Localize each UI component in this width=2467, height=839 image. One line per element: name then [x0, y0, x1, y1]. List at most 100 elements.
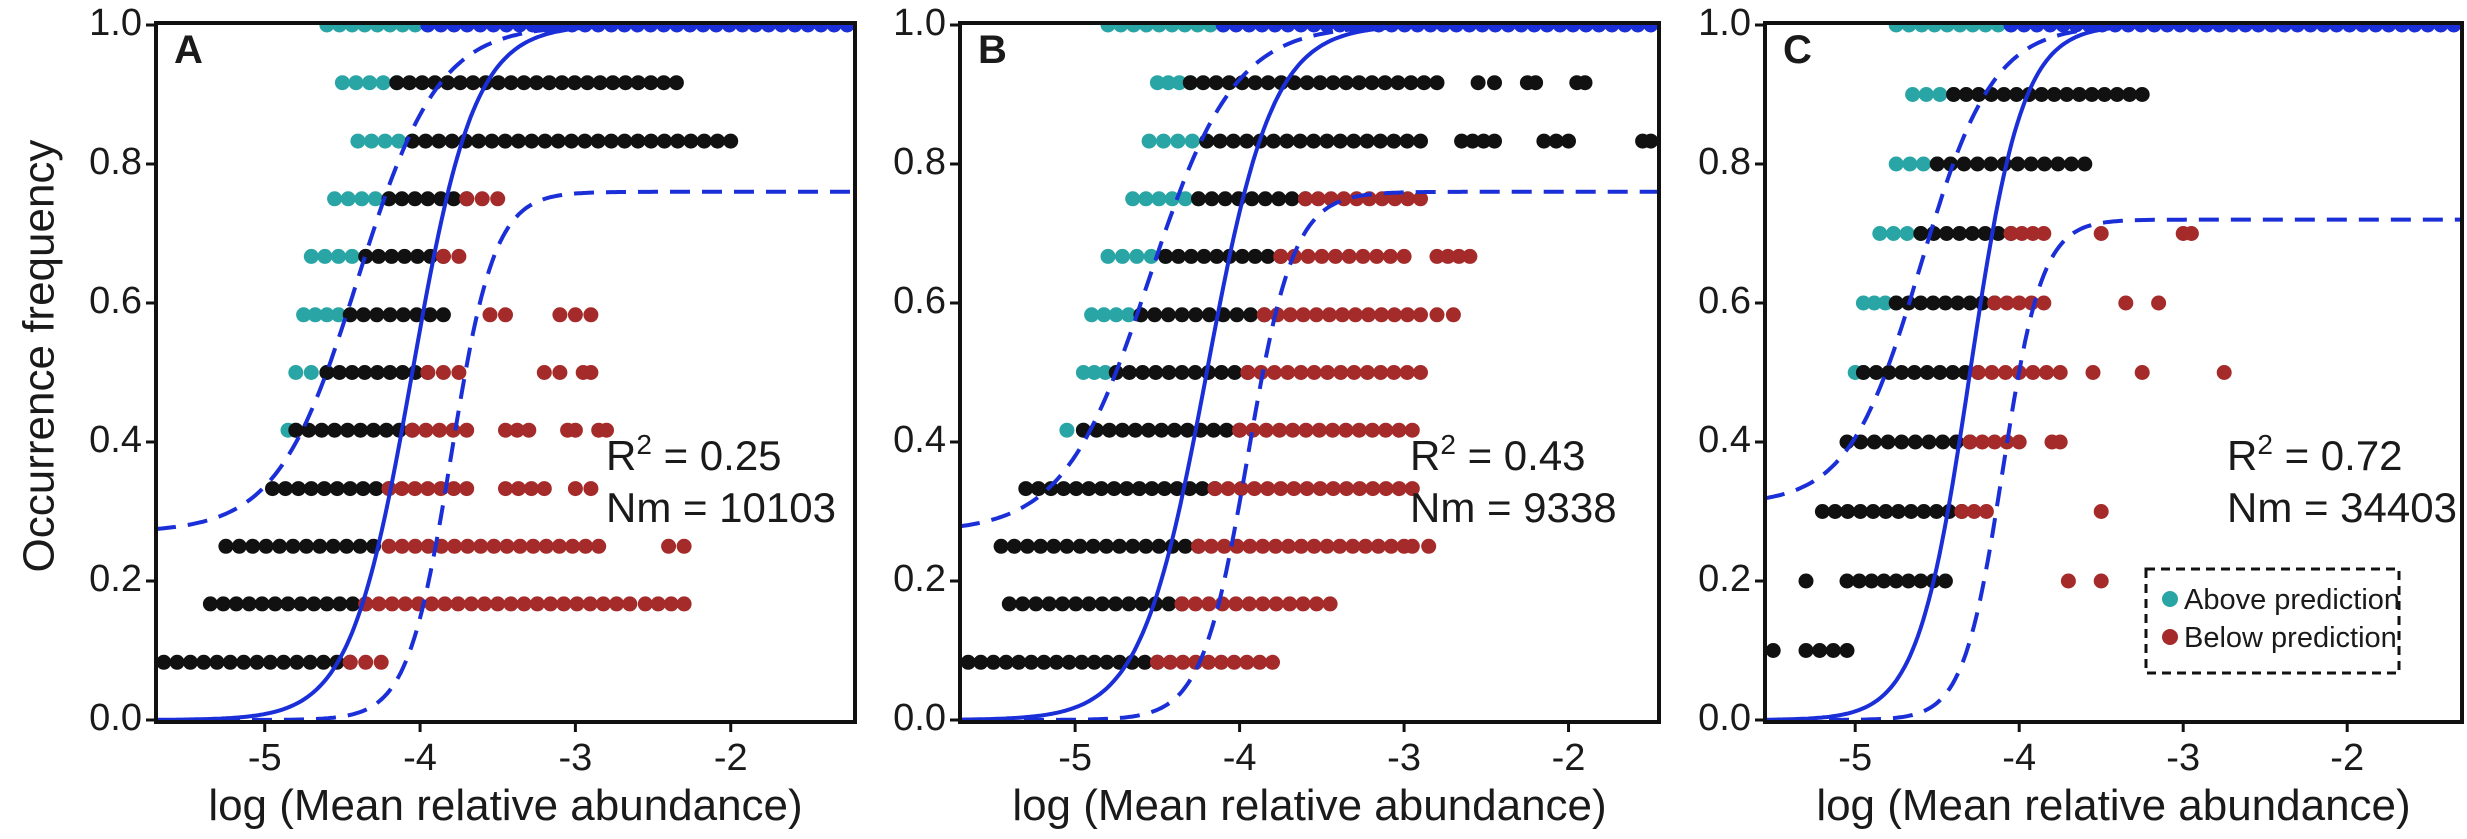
- data-point: [1421, 538, 1437, 554]
- data-point: [314, 422, 330, 438]
- data-point: [2011, 434, 2027, 450]
- data-point: [1234, 248, 1250, 264]
- data-point: [327, 422, 343, 438]
- data-point: [1386, 133, 1402, 149]
- data-point: [1121, 365, 1137, 380]
- data-point: [254, 596, 270, 612]
- data-point: [298, 538, 314, 554]
- data-point: [2060, 573, 2076, 589]
- data-point: [473, 538, 489, 554]
- data-point: [1812, 643, 1828, 658]
- data-point: [1293, 365, 1309, 380]
- point-row-a-6: [288, 365, 599, 380]
- data-point: [1929, 156, 1945, 172]
- data-point: [1147, 307, 1163, 323]
- data-point: [2034, 87, 2050, 102]
- data-point: [1351, 422, 1367, 438]
- data-point: [2029, 23, 2045, 33]
- data-point: [1100, 248, 1116, 264]
- data-point: [1386, 365, 1402, 380]
- data-point: [196, 654, 212, 670]
- x-tick-label: -2: [1552, 737, 1586, 779]
- x-axis-title-a: log (Mean relative abundance): [208, 781, 802, 830]
- data-point: [1952, 23, 1968, 33]
- data-point: [2118, 295, 2134, 311]
- data-point: [1068, 596, 1084, 612]
- data-point: [2134, 87, 2150, 102]
- legend: Above prediction Below prediction: [2144, 567, 2401, 675]
- data-point: [485, 23, 501, 33]
- y-tick-label: 0.6: [893, 280, 946, 322]
- data-point: [1391, 422, 1407, 438]
- data-point: [1028, 596, 1044, 612]
- data-point: [960, 654, 976, 670]
- data-point: [2050, 156, 2066, 172]
- data-point: [1852, 504, 1868, 519]
- point-row-c-1: [1905, 87, 2150, 102]
- data-point: [1932, 87, 1948, 102]
- data-point: [498, 481, 513, 497]
- data-point: [1966, 504, 1982, 519]
- data-point: [552, 307, 568, 323]
- data-point: [1154, 422, 1169, 438]
- data-point: [303, 248, 319, 264]
- data-point: [382, 307, 398, 323]
- data-point: [407, 538, 423, 554]
- point-row-b-3: [1125, 191, 1428, 207]
- data-point: [332, 365, 347, 380]
- plot-frame-a: [154, 21, 857, 724]
- data-point: [1046, 538, 1062, 554]
- data-point: [1939, 226, 1955, 241]
- data-point: [512, 538, 528, 554]
- data-point: [524, 133, 540, 149]
- data-point: [1036, 654, 1052, 670]
- point-row-a-1: [334, 75, 684, 91]
- data-point: [348, 75, 364, 91]
- data-point: [1333, 365, 1349, 380]
- x-axis-title-b: log (Mean relative abundance): [1012, 781, 1606, 830]
- data-point: [993, 538, 1009, 554]
- data-point: [375, 75, 391, 91]
- data-point: [1905, 87, 1921, 102]
- data-point: [1299, 75, 1315, 91]
- x-tick-label: -4: [2002, 737, 2036, 779]
- data-point: [1108, 596, 1124, 612]
- data-point: [1413, 133, 1428, 149]
- data-point: [1890, 504, 1906, 519]
- data-point: [2023, 156, 2039, 172]
- data-point: [2077, 156, 2093, 172]
- data-point: [420, 538, 436, 554]
- data-point: [1177, 191, 1193, 207]
- data-point: [1056, 481, 1072, 497]
- data-point: [215, 596, 231, 612]
- data-point: [340, 191, 356, 207]
- data-point: [384, 248, 400, 264]
- data-point: [1429, 248, 1445, 264]
- data-point: [590, 133, 606, 149]
- data-point: [1298, 422, 1314, 438]
- data-point: [1183, 248, 1199, 264]
- data-point: [1827, 504, 1843, 519]
- data-point: [1880, 434, 1896, 450]
- data-point: [1925, 295, 1941, 311]
- data-point: [1338, 75, 1354, 91]
- data-point: [618, 75, 633, 91]
- data-point: [1404, 481, 1420, 497]
- data-point: [1332, 133, 1348, 149]
- data-point: [1346, 365, 1362, 380]
- x-axis-title-c: log (Mean relative abundance): [1816, 781, 2410, 830]
- data-point: [1171, 75, 1187, 91]
- data-point: [391, 133, 407, 149]
- data-point: [2071, 87, 2087, 102]
- data-point: [1184, 133, 1200, 149]
- data-point: [1319, 538, 1335, 554]
- x-tick-label: -3: [559, 737, 593, 779]
- data-point: [1306, 365, 1322, 380]
- data-point: [1528, 75, 1544, 91]
- data-point: [277, 481, 293, 497]
- data-point: [241, 596, 257, 612]
- panel-letter-b: B: [978, 28, 1007, 72]
- data-point: [1918, 87, 1934, 102]
- data-point: [332, 596, 348, 612]
